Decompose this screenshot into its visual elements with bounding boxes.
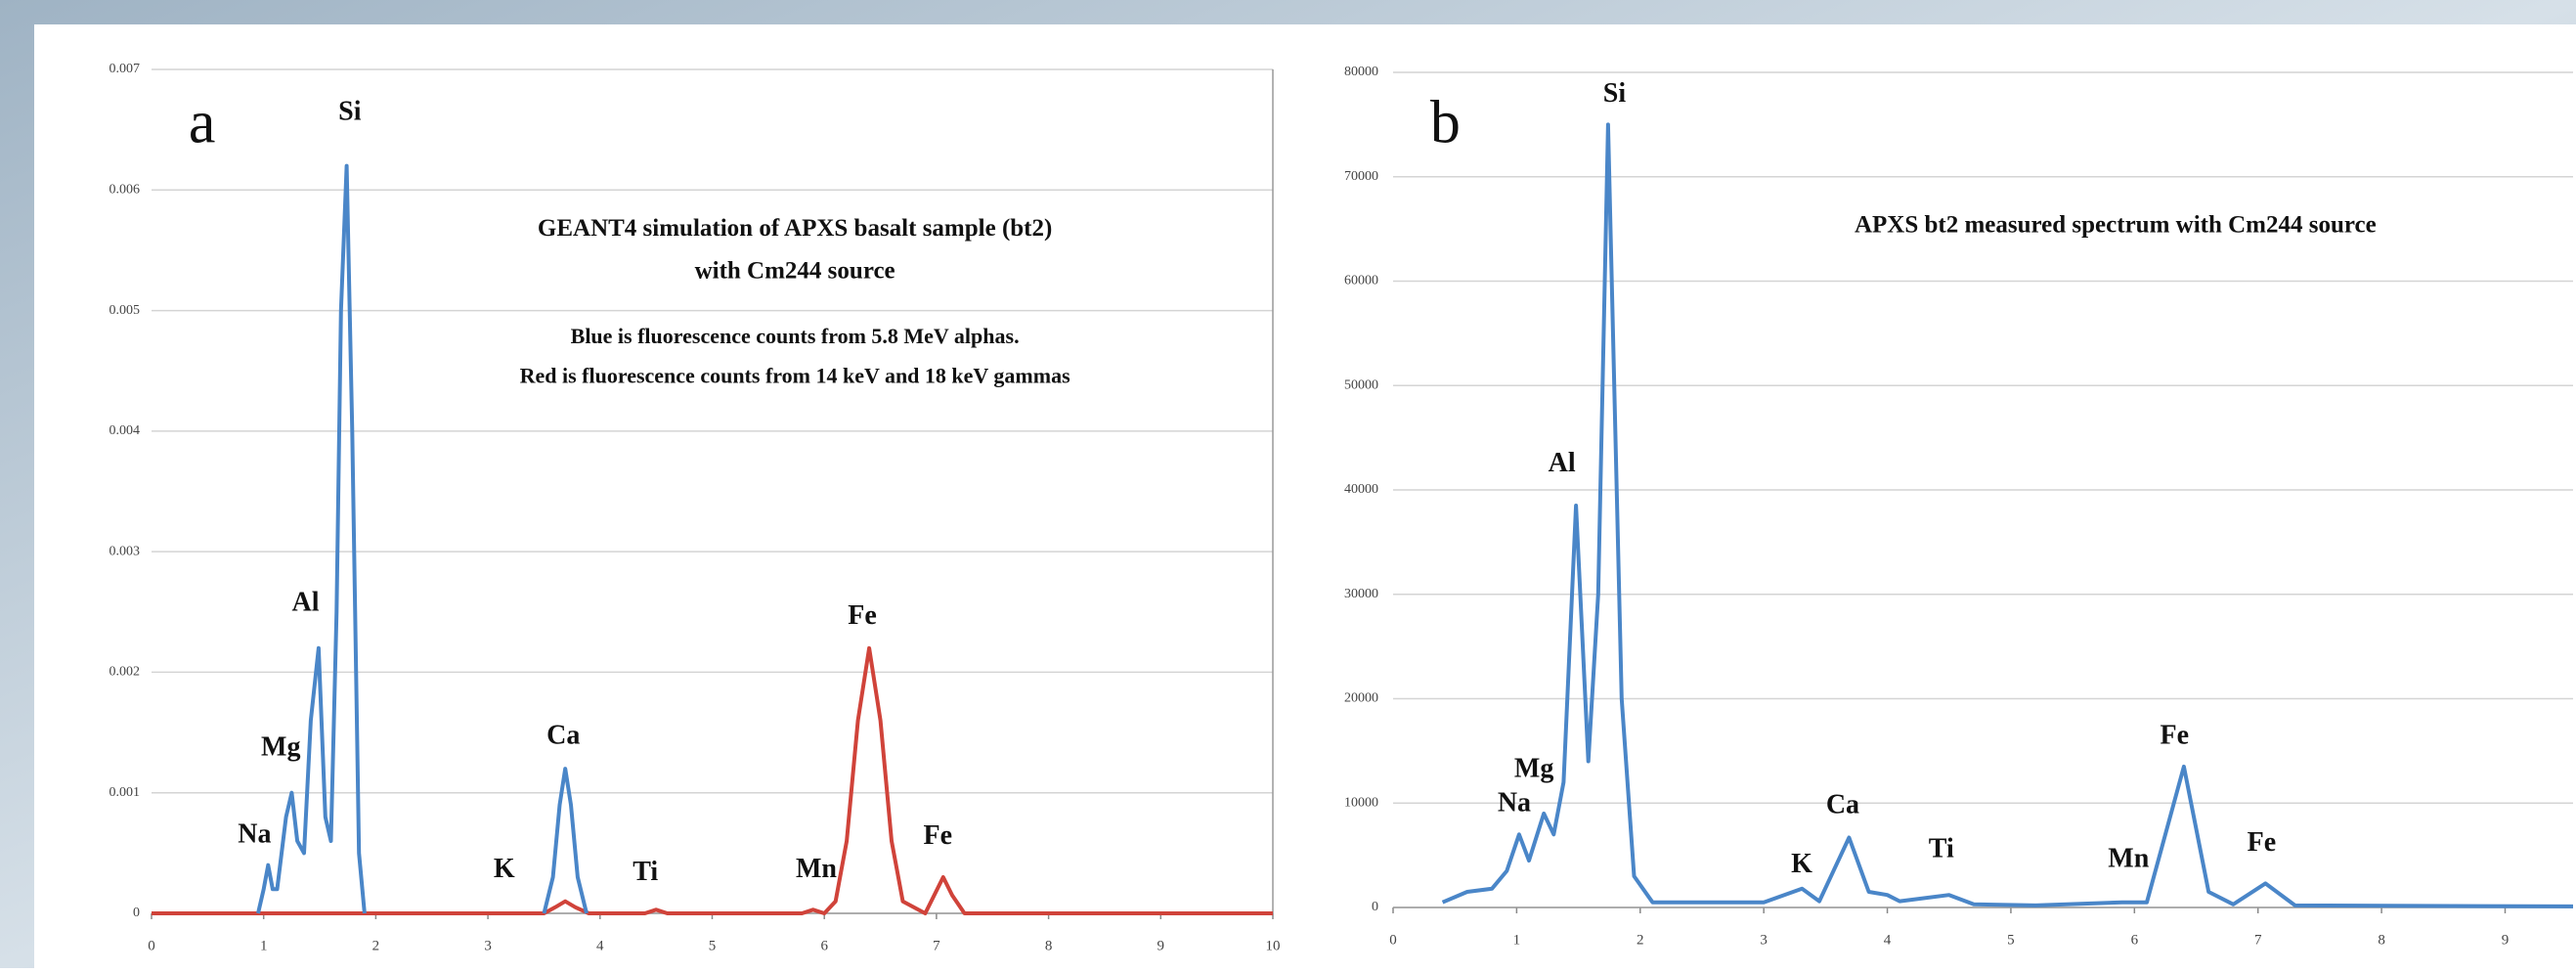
spectrum-line [1441,122,2574,908]
peak-label: Ca [546,721,580,751]
y-tick-label: 0.001 [109,785,141,800]
x-tick-label: 9 [1157,938,1165,953]
peak-label: Al [1549,448,1576,478]
peak-label: K [1791,849,1812,879]
y-tick-label: 40000 [1344,482,1378,497]
peak-label: Ti [633,857,658,887]
peak-label: Mn [796,854,837,884]
peak-label: Fe [2248,827,2277,858]
y-tick-label: 50000 [1344,377,1378,392]
peak-label: Fe [924,820,953,851]
peak-label: Si [338,96,362,126]
note: Blue is fluorescence counts from 5.8 MeV… [571,324,1020,348]
chart-subtitle: with Cm244 source [695,258,895,285]
chart-title: APXS bt2 measured spectrum with Cm244 so… [1855,212,2377,239]
peak-label: Ca [1826,789,1859,819]
y-tick-label: 80000 [1344,65,1378,79]
y-tick-label: 20000 [1344,691,1378,706]
peak-label: Na [238,819,271,850]
peak-label: Mg [1514,753,1553,783]
y-tick-label: 10000 [1344,795,1378,810]
x-tick-label: 10 [1266,938,1281,953]
x-tick-label: 8 [2378,932,2385,948]
x-tick-label: 5 [2007,932,2015,948]
x-tick-label: 0 [148,938,155,953]
x-tick-label: 2 [372,938,380,953]
peak-label: Mn [2108,844,2149,874]
y-tick-label: 0 [133,906,140,920]
x-tick-label: 3 [1760,932,1768,948]
x-tick-label: 5 [709,938,717,953]
x-tick-label: 6 [2131,932,2139,948]
chart-title: GEANT4 simulation of APXS basalt sample … [538,215,1052,242]
peak-label: K [494,854,515,884]
x-tick-label: 7 [2254,932,2262,948]
y-tick-label: 0.004 [109,423,141,438]
x-tick-label: 1 [1513,932,1521,948]
peak-label: Fe [848,600,877,631]
spectrum-line [152,645,1273,915]
y-tick-label: 60000 [1344,274,1378,288]
x-tick-label: 7 [933,938,940,953]
peak-label: Na [1498,788,1531,818]
x-tick-label: 4 [1884,932,1892,948]
panel-label: b [1430,89,1461,155]
y-tick-label: 0.003 [109,544,141,558]
peak-label: Ti [1929,834,1954,864]
y-tick-label: 0 [1372,900,1378,914]
peak-label: Fe [2161,721,2190,751]
y-tick-label: 0.002 [109,665,141,680]
y-tick-label: 30000 [1344,587,1378,601]
x-tick-label: 8 [1045,938,1053,953]
x-tick-label: 0 [1389,932,1397,948]
x-tick-label: 6 [820,938,828,953]
spectrum-line [256,163,589,914]
x-tick-label: 3 [484,938,492,953]
note: Red is fluorescence counts from 14 keV a… [520,363,1070,387]
peak-label: Mg [261,732,300,763]
x-tick-label: 2 [1637,932,1644,948]
y-tick-label: 0.007 [109,62,141,76]
panel-label: a [189,89,216,155]
panel [34,24,2576,968]
peak-label: Al [291,588,319,618]
x-tick-label: 9 [2502,932,2510,948]
x-tick-label: 1 [260,938,268,953]
peak-label: Si [1603,78,1627,109]
y-tick-label: 0.006 [109,183,141,198]
y-tick-label: 70000 [1344,169,1378,184]
y-tick-label: 0.005 [109,303,141,318]
x-tick-label: 4 [596,938,604,953]
